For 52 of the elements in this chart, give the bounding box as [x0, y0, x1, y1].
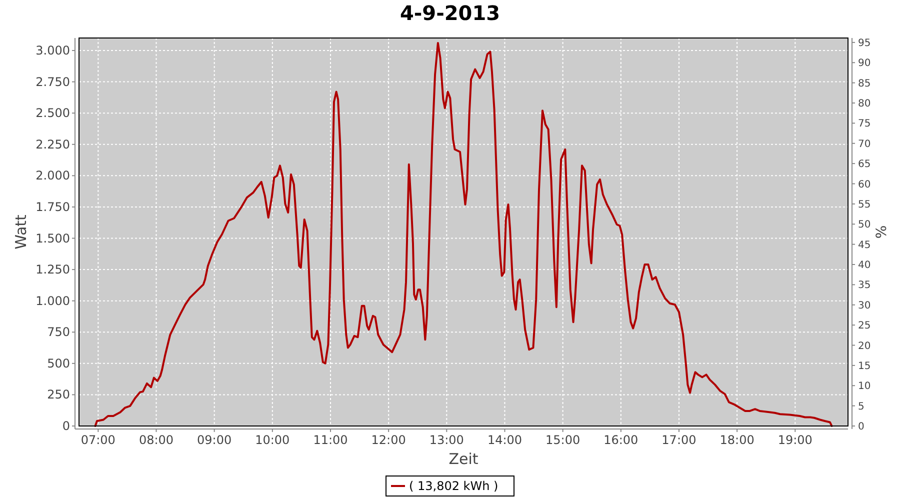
y2-tick-label: 30 [858, 300, 871, 312]
y2-tick-label: 35 [858, 280, 871, 292]
y-tick-label: 500 [47, 356, 70, 370]
x-tick-label: 07:00 [80, 433, 116, 447]
x-axis-title: Zeit [448, 450, 478, 468]
y-tick-label: 1.750 [36, 200, 70, 214]
y2-tick-label: 50 [858, 220, 871, 231]
y2-tick-label: 0 [858, 422, 864, 432]
y-tick-label: 250 [47, 388, 70, 402]
x-tick-label: 12:00 [371, 433, 406, 447]
y2-tick-label: 45 [858, 240, 871, 251]
y-axis-title: Watt [12, 214, 30, 250]
y-tick-label: 2.750 [36, 74, 70, 89]
x-tick-label: 10:00 [255, 433, 290, 447]
y-tick-label: 2.250 [36, 137, 70, 152]
y2-tick-label: 95 [858, 38, 871, 49]
y-tick-label: 1.250 [36, 262, 70, 277]
y2-tick-label: 5 [858, 401, 864, 412]
y-tick-label: 1.500 [36, 231, 70, 246]
y2-tick-label: 75 [858, 118, 871, 130]
x-tick-label: 18:00 [720, 433, 754, 447]
x-tick-label: 15:00 [546, 433, 580, 447]
x-tick-label: 19:00 [778, 433, 812, 447]
x-tick-label: 14:00 [487, 433, 522, 447]
y2-tick-label: 60 [858, 179, 871, 190]
y-tick-label: 2.000 [36, 168, 70, 183]
y-tick-label: 750 [47, 325, 70, 340]
line-series [94, 42, 833, 427]
x-tick-label: 08:00 [138, 433, 174, 447]
x-tick-label: 11:00 [313, 433, 348, 447]
y2-tick-label: 15 [858, 360, 871, 372]
x-tick-label: 16:00 [604, 433, 638, 447]
y2-tick-label: 85 [858, 78, 871, 90]
y2-axis-title: % [874, 225, 890, 239]
y2-tick-label: 40 [858, 260, 871, 271]
x-tick-label: 13:00 [429, 433, 464, 447]
chart-title: 4-9-2013 [400, 1, 500, 25]
y2-tick-label: 90 [858, 58, 871, 70]
y2-tick-label: 10 [858, 381, 871, 392]
y-tick-label: 2.500 [36, 106, 70, 120]
y2-tick-label: 70 [858, 138, 871, 150]
y2-tick-label: 20 [858, 340, 871, 352]
x-tick-label: 09:00 [197, 433, 232, 447]
y2-tick-label: 65 [858, 159, 871, 170]
x-tick-label: 17:00 [662, 433, 696, 447]
y2-tick-label: 55 [858, 199, 871, 210]
y2-tick-label: 25 [858, 320, 871, 332]
y-tick-label: 0 [62, 419, 70, 433]
y-tick-label: 1.000 [36, 294, 70, 308]
y2-tick-label: 80 [858, 98, 871, 110]
legend-label: ( 13,802 kWh ) [409, 479, 498, 493]
y-tick-label: 3.000 [36, 44, 70, 58]
